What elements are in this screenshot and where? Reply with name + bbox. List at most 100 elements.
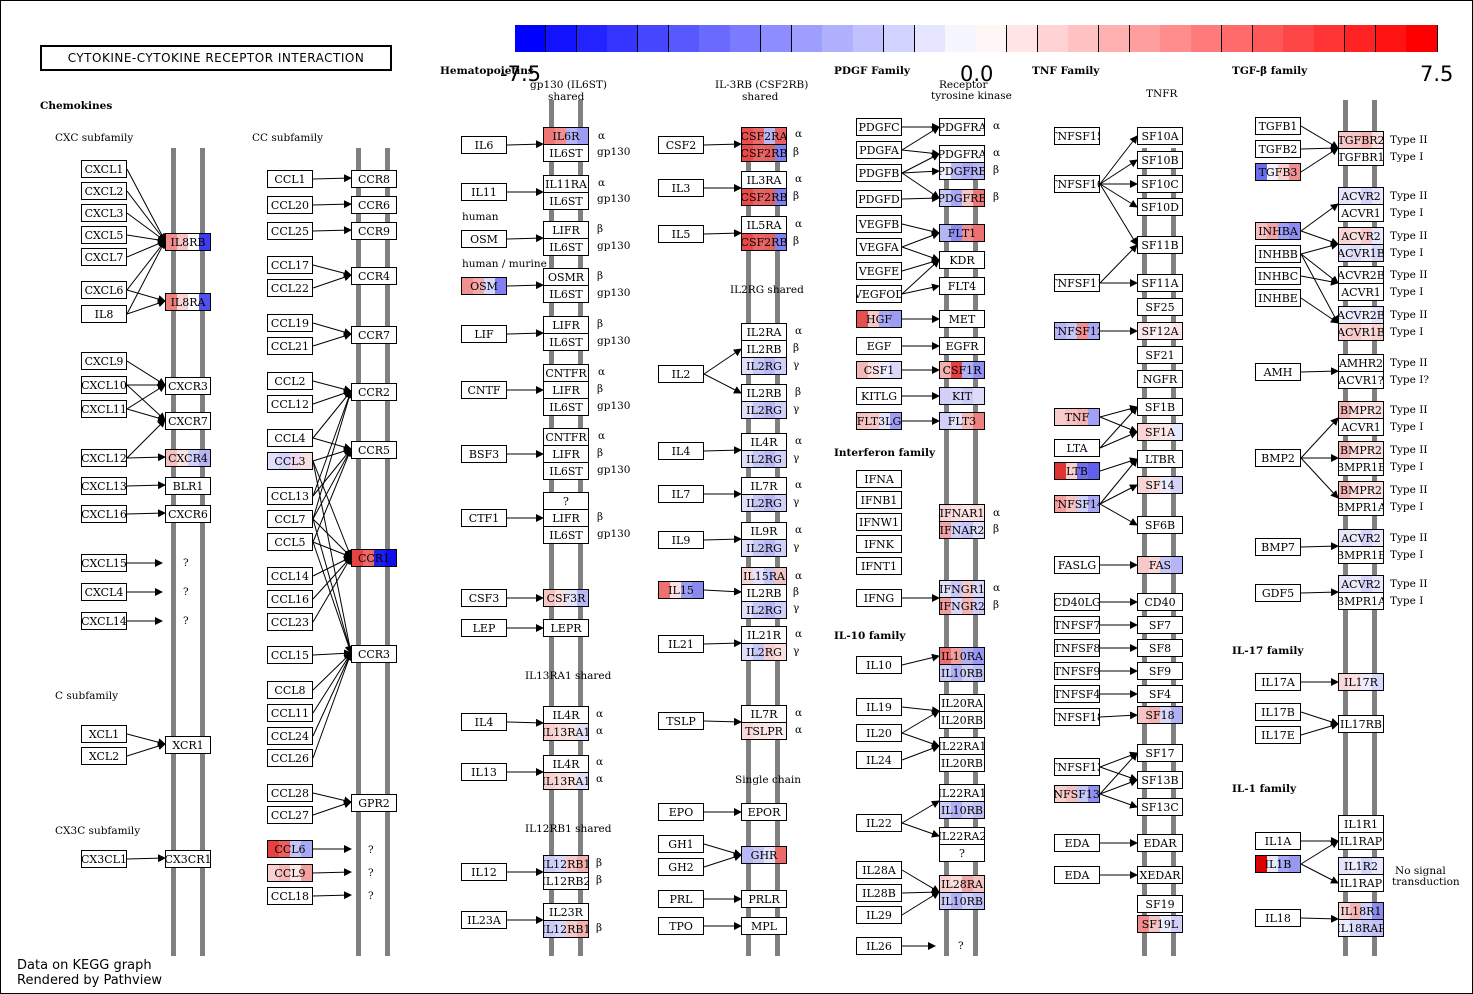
gene-node-csf3[interactable]: CSF3 (461, 589, 507, 607)
gene-node-gh2[interactable]: GH2 (658, 858, 704, 876)
gene-node-il22[interactable]: IL22 (856, 814, 902, 832)
gene-node-il6st[interactable]: IL6ST (543, 285, 589, 303)
gene-node-acvr1[interactable]: ACVR1 (1338, 418, 1384, 436)
gene-node-tgfb3[interactable]: TGFB3 (1255, 163, 1301, 181)
gene-node-flt3[interactable]: FLT3 (939, 412, 985, 430)
gene-node-il11ra[interactable]: IL11RA (543, 175, 589, 193)
gene-node-gdf5[interactable]: GDF5 (1255, 584, 1301, 602)
gene-node-tgfb1[interactable]: TGFB1 (1255, 117, 1301, 135)
gene-node-xcl2[interactable]: XCL2 (81, 747, 127, 765)
gene-node-sf21[interactable]: SF21 (1137, 346, 1183, 364)
gene-node-acvr2[interactable]: ACVR2 (1338, 227, 1384, 245)
gene-node-tgfbr1[interactable]: TGFBR1 (1338, 148, 1384, 166)
gene-node-ghr[interactable]: GHR (741, 846, 787, 864)
gene-node-ccr3[interactable]: CCR3 (351, 645, 397, 663)
gene-node-cxcr4[interactable]: CXCR4 (165, 449, 211, 467)
gene-node-ccl1[interactable]: CCL1 (267, 170, 313, 188)
gene-node-il2rg[interactable]: IL2RG (741, 450, 787, 468)
gene-node-pdgfrb[interactable]: PDGFRB (939, 189, 985, 207)
gene-node-il2rg[interactable]: IL2RG (741, 539, 787, 557)
gene-node-il26[interactable]: IL26 (856, 937, 902, 955)
gene-node-xcr1[interactable]: XCR1 (165, 736, 211, 754)
gene-node-ngfr[interactable]: NGFR (1137, 370, 1183, 388)
gene-node-cxcr3[interactable]: CXCR3 (165, 377, 211, 395)
gene-node-gpr2[interactable]: GPR2 (351, 794, 397, 812)
gene-node-ccl2[interactable]: CCL2 (267, 372, 313, 390)
gene-node-sf13c[interactable]: SF13C (1137, 798, 1183, 816)
gene-node-il10[interactable]: IL10 (856, 656, 902, 674)
gene-node-il6st[interactable]: IL6ST (543, 526, 589, 544)
gene-node-epo[interactable]: EPO (658, 803, 704, 821)
gene-node-ccr4[interactable]: CCR4 (351, 267, 397, 285)
gene-node-bsf3[interactable]: BSF3 (461, 445, 507, 463)
gene-node-il6st[interactable]: IL6ST (543, 192, 589, 210)
gene-node-tnfsf4[interactable]: TNFSF4 (1054, 685, 1100, 703)
gene-node-pdgfc[interactable]: PDGFC (856, 118, 902, 136)
gene-node-ccl18[interactable]: CCL18 (267, 887, 313, 905)
gene-node-ifnk[interactable]: IFNK (856, 535, 902, 553)
gene-node-sf18[interactable]: SF18 (1137, 706, 1183, 724)
gene-node-il12rb2[interactable]: IL12RB2 (543, 872, 589, 890)
gene-node-sf1a[interactable]: SF1A (1137, 423, 1183, 441)
gene-node-ccl22[interactable]: CCL22 (267, 279, 313, 297)
gene-node-lifr[interactable]: LIFR (543, 221, 589, 239)
gene-node-il3[interactable]: IL3 (658, 179, 704, 197)
gene-node-cxcl10[interactable]: CXCL10 (81, 376, 127, 394)
gene-node-bmp7[interactable]: BMP7 (1255, 538, 1301, 556)
gene-node-il22ra2[interactable]: IL22RA2 (939, 827, 985, 845)
gene-node-[interactable]: ? (939, 844, 985, 862)
gene-node-tnfsf9[interactable]: TNFSF9 (1054, 662, 1100, 680)
gene-node-lif[interactable]: LIF (461, 325, 507, 343)
gene-node-sf10b[interactable]: SF10B (1137, 151, 1183, 169)
gene-node-il2rg[interactable]: IL2RG (741, 357, 787, 375)
gene-node-ccl15[interactable]: CCL15 (267, 646, 313, 664)
gene-node-il6r[interactable]: IL6R (543, 127, 589, 145)
gene-node-osm[interactable]: OSM (461, 230, 507, 248)
gene-node-csf2rb[interactable]: CSF2RB (741, 233, 787, 251)
gene-node-il6st[interactable]: IL6ST (543, 238, 589, 256)
gene-node-il9r[interactable]: IL9R (741, 522, 787, 540)
gene-node-cd40[interactable]: CD40 (1137, 593, 1183, 611)
gene-node-vegfe[interactable]: VEGFE (856, 262, 902, 280)
gene-node-il1rap[interactable]: IL1RAP (1338, 832, 1384, 850)
gene-node-eda[interactable]: EDA (1054, 834, 1100, 852)
gene-node-ccl4[interactable]: CCL4 (267, 429, 313, 447)
gene-node-amhr2[interactable]: AMHR2 (1338, 354, 1384, 372)
gene-node-sf14[interactable]: SF14 (1137, 476, 1183, 494)
gene-node-il7r[interactable]: IL7R (741, 477, 787, 495)
gene-node-sf11b[interactable]: SF11B (1137, 236, 1183, 254)
gene-node-tnfsf11[interactable]: TNFSF11 (1054, 274, 1100, 292)
gene-node-il18rap[interactable]: IL18RAP (1338, 919, 1384, 937)
gene-node-ccl27[interactable]: CCL27 (267, 806, 313, 824)
gene-node-csf3r[interactable]: CSF3R (543, 589, 589, 607)
gene-node-acvr1[interactable]: ACVR1 (1338, 204, 1384, 222)
gene-node-il10rb[interactable]: IL10RB (939, 664, 985, 682)
gene-node-ccl5[interactable]: CCL5 (267, 533, 313, 551)
gene-node-ccl9[interactable]: CCL9 (267, 864, 313, 882)
gene-node-sf13b[interactable]: SF13B (1137, 771, 1183, 789)
gene-node-cxcl13[interactable]: CXCL13 (81, 477, 127, 495)
gene-node-cxcl16[interactable]: CXCL16 (81, 505, 127, 523)
gene-node-il2ra[interactable]: IL2RA (741, 323, 787, 341)
gene-node-il2rg[interactable]: IL2RG (741, 601, 787, 619)
gene-node-eda[interactable]: EDA (1054, 866, 1100, 884)
gene-node-il23r[interactable]: IL23R (543, 903, 589, 921)
gene-node-il12rb1[interactable]: IL12RB1 (543, 920, 589, 938)
gene-node-il4r[interactable]: IL4R (543, 706, 589, 724)
gene-node-bmpr2[interactable]: BMPR2 (1338, 441, 1384, 459)
gene-node-pdgfra[interactable]: PDGFRA (939, 145, 985, 163)
gene-node-pdgfrb[interactable]: PDGFRB (939, 162, 985, 180)
gene-node-il13ra1[interactable]: IL13RA1 (543, 772, 589, 790)
gene-node-tnfsf13b[interactable]: TNFSF13B (1054, 785, 1100, 803)
gene-node-tnfsf18[interactable]: TNFSF18 (1054, 708, 1100, 726)
gene-node-il23a[interactable]: IL23A (461, 911, 507, 929)
gene-node-gh1[interactable]: GH1 (658, 835, 704, 853)
gene-node-osmr[interactable]: OSMR (543, 268, 589, 286)
gene-node-ccl3[interactable]: CCL3 (267, 452, 313, 470)
gene-node-il17e[interactable]: IL17E (1255, 726, 1301, 744)
gene-node-il28b[interactable]: IL28B (856, 884, 902, 902)
gene-node-il6[interactable]: IL6 (461, 136, 507, 154)
gene-node-ccl21[interactable]: CCL21 (267, 337, 313, 355)
gene-node-lepr[interactable]: LEPR (543, 619, 589, 637)
gene-node-il6st[interactable]: IL6ST (543, 398, 589, 416)
